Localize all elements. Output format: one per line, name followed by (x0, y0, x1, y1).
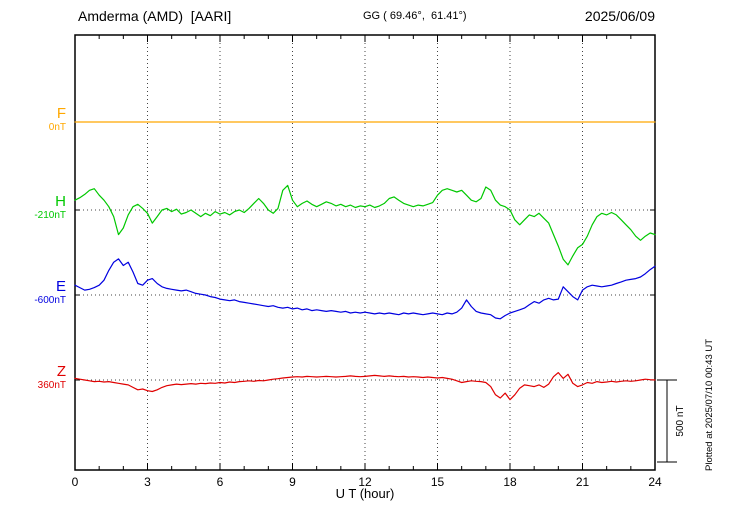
component-letter-Z: Z (56, 362, 66, 380)
component-letter-H: H (55, 193, 66, 210)
scale-bar-label: 500 nT (675, 405, 686, 437)
station-title: Amderma (AMD) [AARI] (78, 8, 232, 24)
x-axis-label: U T (hour) (335, 486, 395, 501)
axis-label-F: F 0nT (0, 105, 66, 134)
trace-E (74, 258, 656, 320)
x-tick-label-24: 24 (648, 475, 662, 489)
component-letter-E: E (55, 277, 66, 295)
geographic-coords: GG ( 69.46°, 61.41°) (363, 10, 467, 22)
plotted-at-note: Plotted at 2025/07/10 00:43 UT (704, 338, 715, 471)
x-tick-label-0: 0 (71, 475, 79, 489)
x-tick-label-15: 15 (430, 475, 445, 489)
x-tick-label-3: 3 (144, 475, 151, 489)
component-baseline-H: -210nT (34, 210, 66, 221)
component-baseline-E: -600nT (34, 294, 66, 306)
trace-H (74, 184, 656, 266)
x-tick-label-21: 21 (575, 475, 590, 489)
x-tick-label-18: 18 (503, 475, 517, 489)
axis-label-E: E -600nT (0, 278, 66, 307)
x-tick-label-6: 6 (216, 475, 224, 489)
x-tick-label-12: 12 (358, 475, 372, 489)
axis-label-H: H -210nT (0, 193, 66, 222)
component-letter-F: F (56, 105, 66, 122)
component-baseline-Z: 360nT (37, 379, 66, 391)
plot-date: 2025/06/09 (584, 8, 655, 24)
trace-Z (74, 372, 656, 401)
axis-label-Z: Z 360nT (0, 363, 66, 392)
x-tick-label-9: 9 (289, 475, 296, 489)
component-baseline-F: 0nT (48, 122, 66, 133)
